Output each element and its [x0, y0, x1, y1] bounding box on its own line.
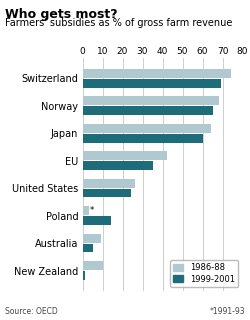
Bar [82, 244, 92, 252]
Text: Source: OECD: Source: OECD [5, 307, 58, 316]
Bar [82, 234, 100, 243]
Bar [82, 124, 210, 132]
Text: *1991-93: *1991-93 [210, 307, 245, 316]
Bar [82, 206, 88, 215]
Bar [82, 189, 130, 197]
Text: *: * [90, 206, 94, 215]
Bar [82, 69, 231, 78]
Bar [82, 161, 152, 170]
Bar [82, 151, 166, 160]
Bar [82, 271, 84, 280]
Legend: 1986-88, 1999-2001: 1986-88, 1999-2001 [170, 260, 238, 287]
Bar [82, 96, 218, 105]
Bar [82, 216, 110, 225]
Bar [82, 261, 102, 270]
Bar [82, 134, 202, 142]
Bar [82, 179, 134, 188]
Text: Who gets most?: Who gets most? [5, 8, 118, 21]
Text: Farmers' subsidies as % of gross farm revenue: Farmers' subsidies as % of gross farm re… [5, 18, 232, 28]
Bar [82, 79, 220, 88]
Bar [82, 106, 212, 115]
